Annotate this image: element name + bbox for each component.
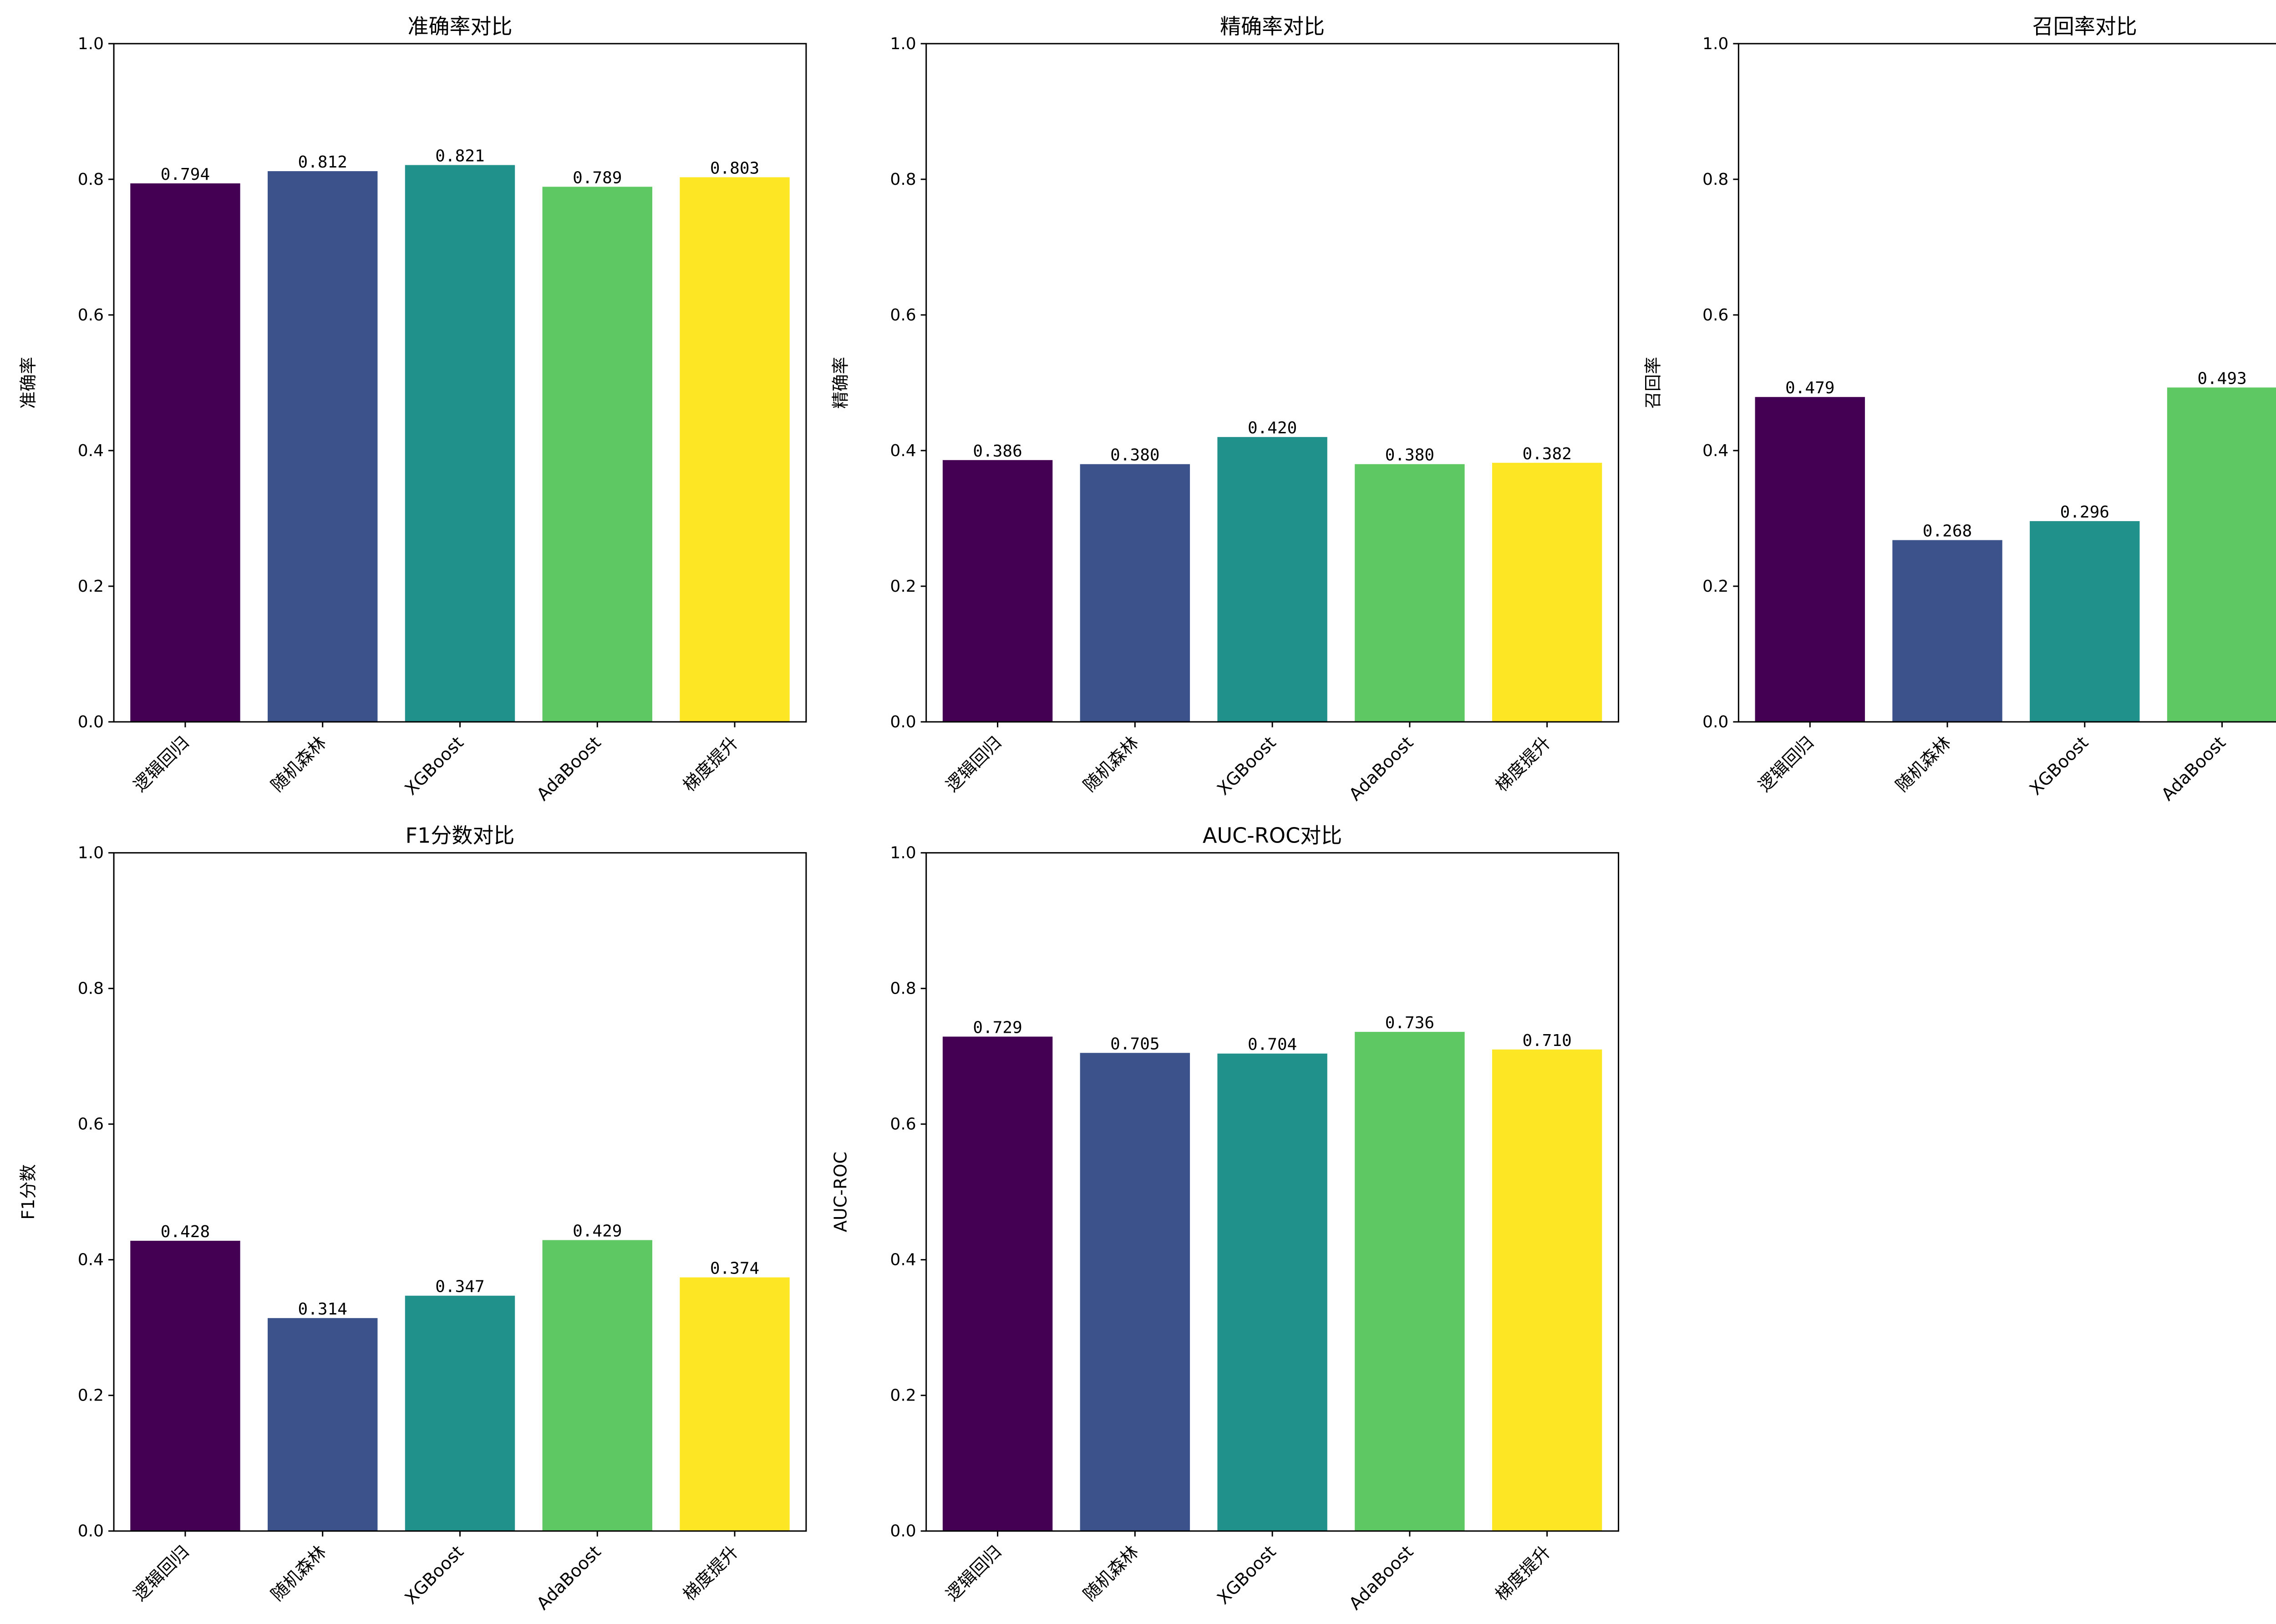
y-tick-label: 0.0 [890, 713, 916, 731]
y-tick-label: 0.0 [1702, 713, 1728, 731]
bar-value-label: 0.380 [1110, 446, 1159, 465]
y-axis-label: 精确率 [831, 357, 851, 409]
y-tick-label: 0.2 [890, 577, 916, 596]
bar-value-label: 0.821 [435, 147, 484, 166]
bar-adaboost [542, 1240, 652, 1531]
bar-随机森林 [268, 171, 378, 722]
bar-梯度提升 [1492, 462, 1602, 722]
bar-xgboost [2030, 521, 2140, 722]
bar-逻辑回归 [130, 1241, 240, 1531]
y-tick-label: 0.0 [890, 1522, 916, 1541]
subplot-title: 精确率对比 [1220, 14, 1325, 39]
axes-frame [1737, 43, 2276, 723]
bar-adaboost [1355, 1032, 1465, 1531]
y-tick-label: 0.0 [78, 713, 104, 731]
bar-xgboost [1217, 437, 1327, 722]
y-axis-label: 召回率 [1643, 357, 1663, 409]
bar-value-label: 0.374 [710, 1259, 759, 1278]
bar-xgboost [405, 1295, 515, 1531]
subplot-title: F1分数对比 [406, 823, 515, 848]
bar-value-label: 0.710 [1522, 1031, 1571, 1050]
subplot-title: AUC-ROC对比 [1203, 823, 1342, 848]
bar-随机森林 [1080, 464, 1190, 722]
y-axis-label: F1分数 [18, 1164, 38, 1220]
y-axis-label: AUC-ROC [831, 1152, 851, 1232]
bar-value-label: 0.493 [2197, 369, 2246, 388]
y-tick-label: 0.2 [78, 577, 104, 596]
y-tick-label: 0.6 [78, 306, 104, 325]
bar-逻辑回归 [130, 183, 240, 722]
y-tick-label: 1.0 [78, 35, 104, 53]
bar-value-label: 0.386 [973, 442, 1022, 461]
bar-adaboost [2167, 387, 2276, 722]
y-tick-label: 0.8 [78, 979, 104, 998]
bar-value-label: 0.268 [1923, 522, 1972, 541]
bar-value-label: 0.314 [298, 1300, 347, 1319]
y-tick-label: 0.6 [890, 1115, 916, 1134]
bar-随机森林 [1080, 1053, 1190, 1531]
subplot-title: 准确率对比 [407, 14, 512, 39]
bar-value-label: 0.429 [573, 1222, 622, 1241]
bar-value-label: 0.729 [973, 1018, 1022, 1037]
bar-value-label: 0.428 [161, 1223, 210, 1241]
bar-value-label: 0.736 [1385, 1014, 1434, 1032]
bar-逻辑回归 [1755, 397, 1865, 722]
bar-梯度提升 [1492, 1049, 1602, 1531]
bar-value-label: 0.812 [298, 153, 347, 172]
bar-value-label: 0.794 [161, 165, 210, 184]
bar-adaboost [542, 187, 652, 722]
y-tick-label: 1.0 [890, 35, 916, 53]
axes-frame [925, 43, 1620, 723]
bar-value-label: 0.705 [1110, 1035, 1159, 1053]
bar-xgboost [1217, 1053, 1327, 1531]
subplot-4: F1分数对比F1分数0.00.20.40.60.81.00.428逻辑回归0.3… [18, 823, 807, 1614]
bar-随机森林 [268, 1318, 378, 1531]
bar-逻辑回归 [942, 460, 1053, 722]
bar-value-label: 0.347 [435, 1278, 484, 1296]
bar-value-label: 0.296 [2060, 503, 2109, 522]
bar-随机森林 [1892, 540, 2002, 722]
axes-frame [113, 852, 807, 1532]
y-axis-label: 准确率 [18, 357, 38, 409]
y-tick-label: 1.0 [1702, 35, 1728, 53]
y-tick-label: 0.4 [1702, 442, 1728, 460]
y-tick-label: 0.2 [1702, 577, 1728, 596]
y-tick-label: 0.4 [890, 442, 916, 460]
y-tick-label: 0.6 [890, 306, 916, 325]
bar-value-label: 0.803 [710, 159, 759, 178]
bar-value-label: 0.420 [1248, 419, 1297, 437]
bar-逻辑回归 [942, 1036, 1053, 1531]
bar-value-label: 0.479 [1785, 379, 1834, 397]
bar-梯度提升 [680, 177, 790, 722]
y-tick-label: 0.8 [890, 979, 916, 998]
y-tick-label: 0.8 [890, 170, 916, 189]
y-tick-label: 0.2 [890, 1386, 916, 1405]
y-tick-label: 0.4 [78, 1251, 104, 1269]
y-tick-label: 0.0 [78, 1522, 104, 1541]
bar-value-label: 0.704 [1248, 1035, 1297, 1054]
y-tick-label: 0.6 [78, 1115, 104, 1134]
y-tick-label: 0.6 [1702, 306, 1728, 325]
bar-value-label: 0.789 [573, 168, 622, 187]
bar-xgboost [405, 165, 515, 722]
axes-frame [113, 43, 807, 723]
y-tick-label: 1.0 [78, 844, 104, 863]
y-tick-label: 0.8 [1702, 170, 1728, 189]
y-tick-label: 0.8 [78, 170, 104, 189]
bar-value-label: 0.382 [1522, 445, 1571, 463]
y-tick-label: 0.4 [890, 1251, 916, 1269]
y-tick-label: 0.2 [78, 1386, 104, 1405]
bar-梯度提升 [680, 1277, 790, 1531]
bar-value-label: 0.380 [1385, 446, 1434, 465]
y-tick-label: 0.4 [78, 442, 104, 460]
subplot-title: 召回率对比 [2032, 14, 2137, 39]
axes-frame [925, 852, 1620, 1532]
y-tick-label: 1.0 [890, 844, 916, 863]
bar-adaboost [1355, 464, 1465, 722]
